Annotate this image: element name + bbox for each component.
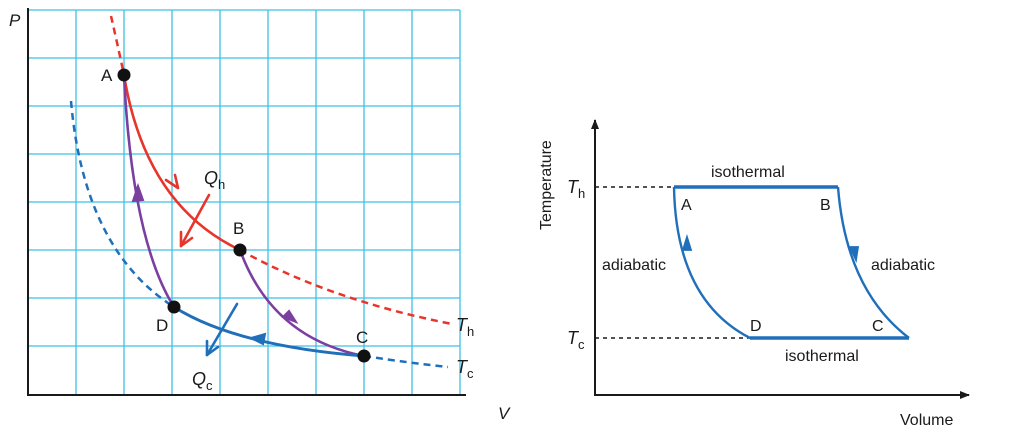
point-c-label: C bbox=[356, 328, 368, 347]
tv-adiabat-left bbox=[672, 186, 751, 340]
point-b-label: B bbox=[233, 219, 244, 238]
hot-isotherm-dashed-start bbox=[109, 15, 126, 76]
adiabatic-compression-da bbox=[122, 74, 176, 308]
heat-out-arrow-icon bbox=[205, 302, 239, 357]
tv-bottom-label: isothermal bbox=[785, 348, 859, 365]
tv-diagram: Temperature Volume Th Tc isothermal isot… bbox=[538, 119, 970, 429]
tv-point-a-label: A bbox=[681, 197, 692, 214]
tv-top-label: isothermal bbox=[711, 164, 785, 181]
tv-arrow-left-icon bbox=[681, 233, 693, 251]
pv-grid bbox=[28, 9, 461, 395]
tv-point-c-label: C bbox=[872, 318, 884, 335]
tv-right-label: adiabatic bbox=[871, 257, 935, 274]
cold-temperature-tick: Tc bbox=[567, 328, 585, 352]
heat-in-arrow-icon bbox=[179, 193, 211, 248]
arrow-ab-icon bbox=[164, 173, 180, 190]
hot-isotherm-label: Th bbox=[456, 315, 474, 339]
point-d-marker bbox=[167, 300, 181, 314]
cold-isotherm-label: Tc bbox=[456, 357, 474, 381]
heat-in-label: Qh bbox=[204, 168, 225, 192]
point-c-marker bbox=[357, 349, 371, 363]
pv-x-axis-label: V bbox=[498, 404, 511, 423]
point-a-marker bbox=[117, 68, 131, 82]
tv-left-label: adiabatic bbox=[602, 257, 666, 274]
point-d-label: D bbox=[156, 316, 168, 335]
pv-y-axis-label: P bbox=[9, 11, 21, 30]
point-a-label: A bbox=[101, 66, 113, 85]
pv-axes bbox=[27, 8, 466, 396]
isothermal-expansion-ab bbox=[122, 74, 241, 252]
heat-out-label: Qc bbox=[192, 369, 213, 393]
adiabatic-expansion-bc bbox=[238, 249, 365, 358]
tv-adiabat-right bbox=[836, 186, 910, 339]
arrow-da-icon bbox=[131, 182, 145, 203]
hot-isotherm-dashed-end bbox=[239, 248, 453, 326]
tv-point-b-label: B bbox=[820, 197, 831, 214]
arrow-bc-icon bbox=[281, 309, 299, 325]
hot-temperature-tick: Th bbox=[567, 177, 585, 201]
cold-isotherm-dashed-start bbox=[69, 100, 175, 309]
tv-arrow-right-icon bbox=[848, 246, 860, 264]
pv-diagram: P V A B C D bbox=[9, 8, 511, 423]
tv-x-axis-label: Volume bbox=[900, 412, 953, 429]
arrow-cd-icon bbox=[248, 332, 267, 346]
cold-isotherm-dashed-end bbox=[363, 354, 449, 369]
tv-point-d-label: D bbox=[750, 318, 762, 335]
point-b-marker bbox=[233, 243, 247, 257]
tv-y-axis-label: Temperature bbox=[538, 140, 555, 230]
